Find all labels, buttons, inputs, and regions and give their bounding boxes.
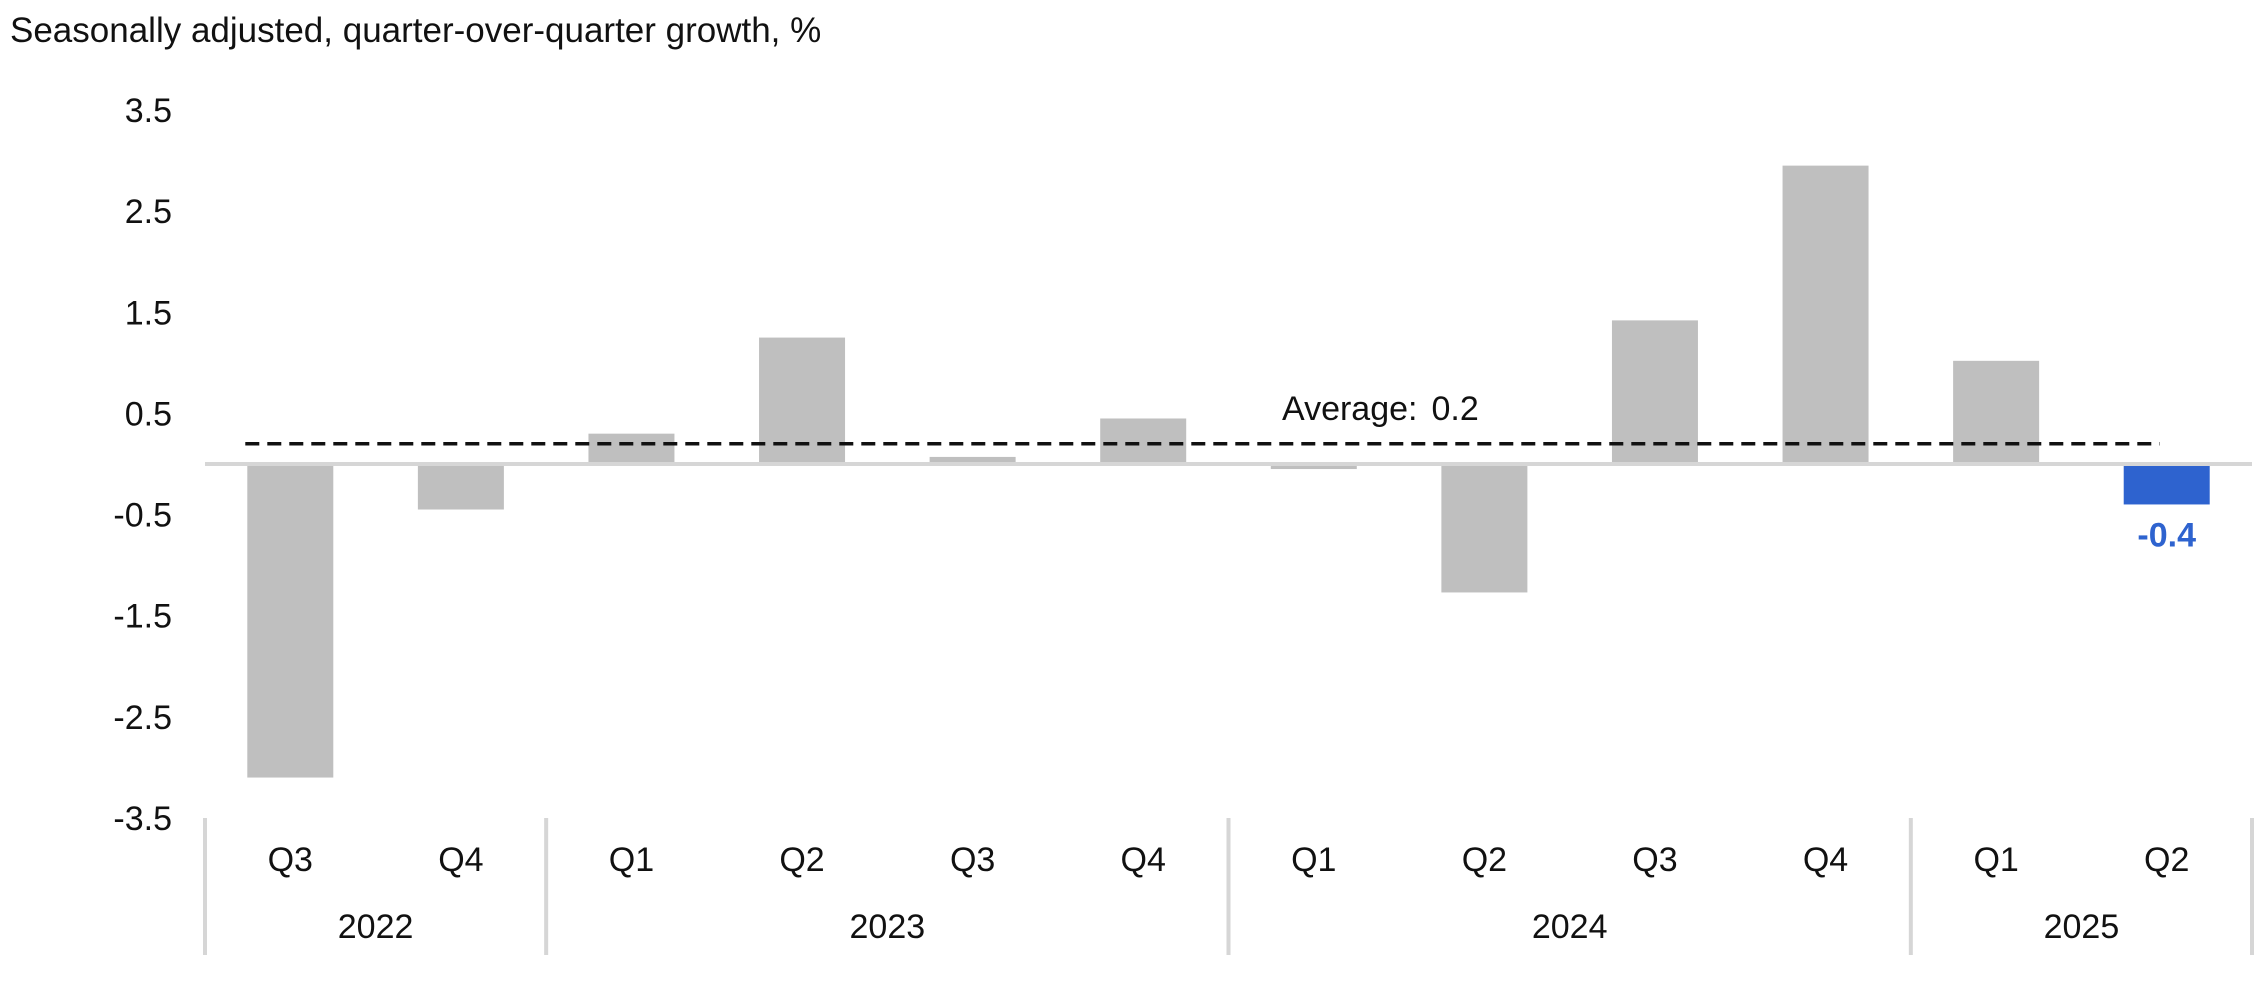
bars: [247, 165, 2210, 778]
x-axis: Q3 Q4 Q1 Q2 Q3 Q4 Q1 Q2 Q3 Q4 Q1 Q2 2022 2023 2024 2025: [203, 818, 2254, 955]
x-tick-label: Q3: [950, 841, 995, 879]
bar: [417, 464, 504, 510]
y-tick-label: -1.5: [113, 598, 172, 636]
data-labels: -0.4: [2137, 516, 2196, 554]
bar: [1782, 165, 1869, 464]
x-group-label: 2023: [850, 908, 926, 946]
y-axis: 3.5 2.5 1.5 0.5 -0.5 -1.5 -2.5 -3.5: [113, 92, 172, 838]
x-group-label: 2024: [1532, 908, 1608, 946]
y-tick-label: -3.5: [113, 800, 172, 838]
x-group-label: 2022: [338, 908, 414, 946]
bar: [2123, 464, 2210, 505]
bar: [1611, 320, 1698, 464]
average-value: 0.2: [1431, 390, 1478, 428]
x-group-label: 2025: [2044, 908, 2120, 946]
x-tick-label: Q2: [2144, 841, 2189, 879]
bar: [247, 464, 334, 778]
x-tick-label: Q3: [1632, 841, 1677, 879]
y-tick-label: 2.5: [125, 193, 172, 231]
average-layer: Average: 0.2: [245, 390, 2160, 446]
bar: [929, 456, 1016, 464]
y-tick-label: -2.5: [113, 699, 172, 737]
x-tick-label: Q3: [268, 841, 313, 879]
bar: [1270, 464, 1357, 470]
x-tick-label: Q2: [1462, 841, 1507, 879]
x-tick-label: Q2: [779, 841, 824, 879]
bar: [1953, 360, 2040, 464]
x-tick-label: Q4: [1121, 841, 1166, 879]
y-tick-label: 1.5: [125, 294, 172, 332]
y-tick-label: 0.5: [125, 395, 172, 433]
x-tick-label: Q1: [1973, 841, 2018, 879]
data-label: -0.4: [2137, 516, 2196, 554]
bar: [1100, 418, 1187, 464]
bar: [588, 433, 675, 464]
y-tick-label: 3.5: [125, 92, 172, 130]
x-tick-label: Q1: [1291, 841, 1336, 879]
bar: [1441, 464, 1528, 593]
x-tick-label: Q4: [1803, 841, 1848, 879]
x-tick-label: Q4: [438, 841, 483, 879]
average-label: Average:: [1282, 390, 1417, 428]
x-tick-label: Q1: [609, 841, 654, 879]
chart-subtitle: Seasonally adjusted, quarter-over-quarte…: [10, 11, 821, 50]
average-annotation: Average: 0.2: [1282, 390, 1479, 428]
y-tick-label: -0.5: [113, 497, 172, 535]
